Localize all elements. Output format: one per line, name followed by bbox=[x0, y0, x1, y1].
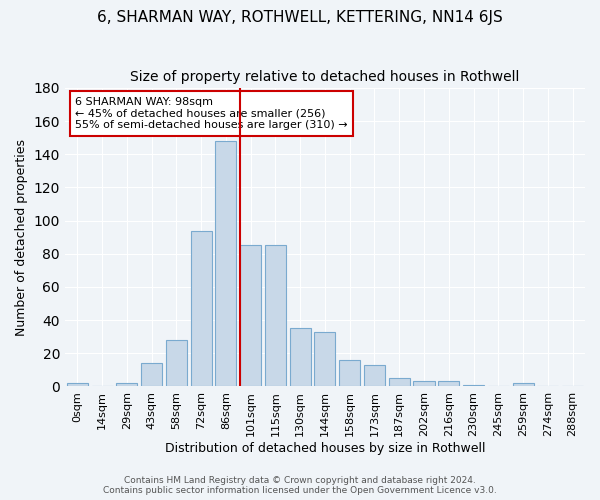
Bar bbox=[463, 385, 484, 386]
Bar bbox=[240, 246, 261, 386]
Y-axis label: Number of detached properties: Number of detached properties bbox=[15, 138, 28, 336]
Bar bbox=[413, 382, 434, 386]
Bar bbox=[314, 332, 335, 386]
Bar bbox=[364, 365, 385, 386]
X-axis label: Distribution of detached houses by size in Rothwell: Distribution of detached houses by size … bbox=[165, 442, 485, 455]
Bar bbox=[265, 246, 286, 386]
Bar bbox=[215, 141, 236, 386]
Bar bbox=[438, 382, 460, 386]
Bar bbox=[339, 360, 360, 386]
Text: 6, SHARMAN WAY, ROTHWELL, KETTERING, NN14 6JS: 6, SHARMAN WAY, ROTHWELL, KETTERING, NN1… bbox=[97, 10, 503, 25]
Text: 6 SHARMAN WAY: 98sqm
← 45% of detached houses are smaller (256)
55% of semi-deta: 6 SHARMAN WAY: 98sqm ← 45% of detached h… bbox=[76, 97, 348, 130]
Bar bbox=[67, 383, 88, 386]
Bar bbox=[512, 383, 533, 386]
Bar bbox=[166, 340, 187, 386]
Text: Contains HM Land Registry data © Crown copyright and database right 2024.
Contai: Contains HM Land Registry data © Crown c… bbox=[103, 476, 497, 495]
Bar bbox=[116, 383, 137, 386]
Bar bbox=[389, 378, 410, 386]
Bar bbox=[141, 363, 162, 386]
Title: Size of property relative to detached houses in Rothwell: Size of property relative to detached ho… bbox=[130, 70, 520, 84]
Bar bbox=[290, 328, 311, 386]
Bar bbox=[191, 230, 212, 386]
